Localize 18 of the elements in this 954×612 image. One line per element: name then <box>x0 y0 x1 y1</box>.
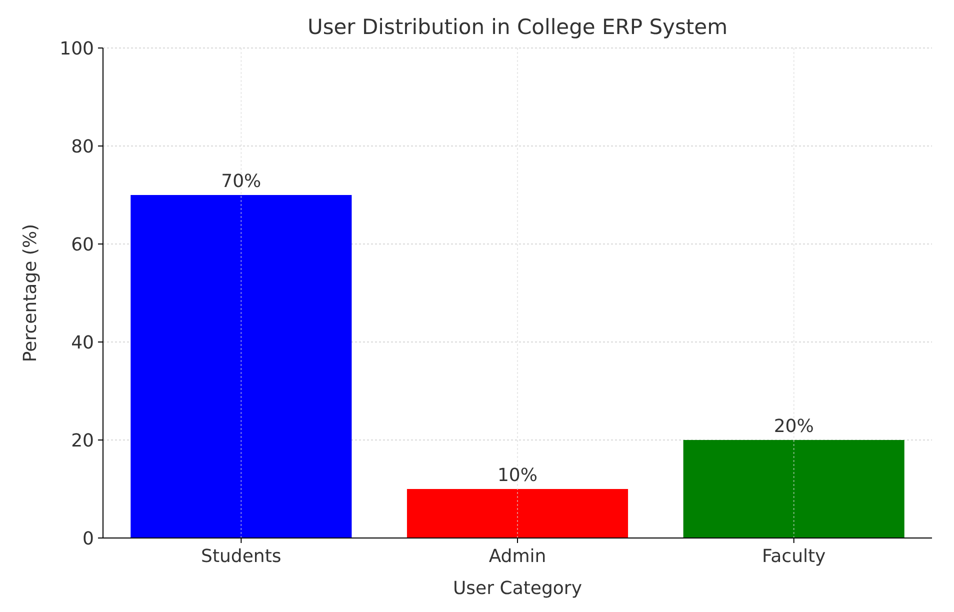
x-tick-label: Faculty <box>762 546 826 567</box>
data-label: 20% <box>774 416 814 437</box>
x-tick-label: Admin <box>488 546 546 567</box>
y-tick-label: 40 <box>71 332 94 354</box>
bar <box>130 195 352 538</box>
x-tick-label: Students <box>201 546 282 567</box>
x-axis-title: User Category <box>453 578 582 599</box>
y-tick-label: 80 <box>71 136 94 158</box>
bar <box>683 440 904 538</box>
y-tick-label: 60 <box>71 234 94 256</box>
y-tick-label: 100 <box>60 38 94 60</box>
data-label: 10% <box>497 465 538 486</box>
chart-title: User Distribution in College ERP System <box>307 15 728 39</box>
bar <box>406 489 628 538</box>
data-label: 70% <box>221 171 262 192</box>
y-axis-title: Percentage (%) <box>20 224 41 362</box>
y-tick-label: 0 <box>82 528 94 550</box>
y-tick-label: 20 <box>71 430 94 452</box>
